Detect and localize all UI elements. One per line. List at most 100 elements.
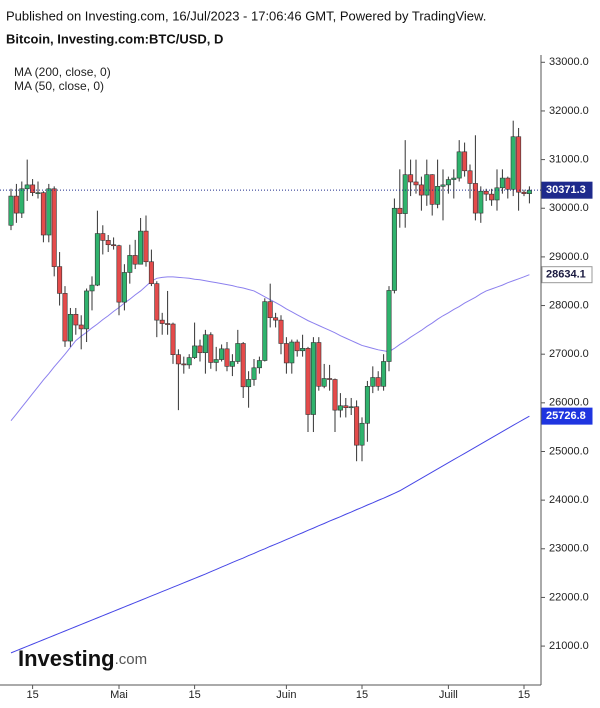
legend-entry: MA (50, close, 0) (14, 79, 104, 93)
candle-body (413, 181, 419, 186)
candle-body (78, 324, 84, 330)
candle-body (273, 317, 279, 321)
y-tick-label: 28000.0 (549, 299, 589, 311)
candle-body (8, 195, 14, 226)
candle-body (192, 345, 198, 358)
candle-body (429, 174, 435, 205)
candle-body (300, 348, 306, 352)
candle-body (267, 301, 273, 319)
candle-body (148, 261, 154, 284)
candle-body (386, 290, 392, 362)
candle-body (499, 177, 505, 189)
candle-body (62, 293, 68, 342)
candle-body (451, 177, 457, 180)
candle-body (445, 179, 451, 186)
candle-body (294, 341, 300, 352)
x-tick-label: Juin (276, 689, 296, 701)
candle-body (116, 245, 122, 303)
candle-body (321, 378, 327, 387)
candle-body (127, 255, 133, 273)
candle-body (364, 385, 370, 424)
candle-body (89, 284, 95, 292)
ma-last-value-box (541, 266, 593, 284)
candle-body (35, 192, 41, 194)
candle-body (256, 360, 262, 369)
candle-body (316, 342, 322, 387)
candle-body (19, 188, 25, 214)
candle-body (278, 319, 284, 344)
candle-body (305, 348, 311, 415)
candle-body (57, 266, 63, 294)
y-tick-label: 27000.0 (549, 348, 589, 360)
y-tick-label: 26000.0 (549, 397, 589, 409)
candle-body (13, 195, 19, 214)
candle-body (402, 174, 408, 214)
candle-body (235, 343, 241, 362)
y-tick-label: 31000.0 (549, 154, 589, 166)
candle-body (202, 334, 208, 354)
candle-body (67, 313, 73, 342)
candle-body (154, 283, 160, 321)
candle-body (391, 207, 397, 291)
candle-body (251, 367, 257, 380)
candle-body (359, 422, 365, 446)
candle-body (408, 174, 414, 183)
candle-body (327, 378, 333, 380)
candle-body (219, 348, 225, 360)
y-tick-label: 33000.0 (549, 56, 589, 68)
logo-suffix: .com (115, 651, 148, 668)
candle-body (229, 361, 235, 367)
candle-body (138, 230, 144, 265)
candle-body (175, 354, 181, 365)
candle-body (462, 151, 468, 172)
y-tick-label: 23000.0 (549, 543, 589, 555)
ma-last-value-box (541, 407, 593, 425)
candle-body (100, 233, 106, 241)
candle-body (435, 186, 441, 205)
source-line: Published on Investing.com, 16/Jul/2023 … (6, 8, 486, 23)
candle-body (467, 170, 473, 184)
candle-body (197, 345, 203, 354)
ma-last-value: 25726.8 (546, 410, 586, 422)
y-tick-label: 25000.0 (549, 445, 589, 457)
candle-body (111, 244, 117, 247)
candle-body (24, 184, 30, 190)
candle-body (246, 379, 252, 388)
candle-body (370, 377, 376, 387)
y-tick-label: 29000.0 (549, 251, 589, 263)
candle-body (354, 406, 360, 446)
candle-body (170, 323, 176, 355)
candle-body (289, 341, 295, 364)
candle-body (337, 405, 343, 411)
candle-body (489, 193, 495, 201)
candle-body (310, 342, 316, 415)
candle-body (181, 363, 187, 366)
candle-body (186, 357, 192, 366)
y-tick-label: 30000.0 (549, 202, 589, 214)
candle-body (224, 348, 230, 367)
y-tick-label: 21000.0 (549, 640, 589, 652)
candle-body (332, 379, 338, 411)
x-tick-label: 15 (518, 689, 530, 701)
candle-body (30, 184, 36, 193)
candle-body (483, 190, 489, 195)
candle-body (478, 190, 484, 214)
logo-name: Investing (18, 646, 115, 671)
x-tick-label: Mai (110, 689, 128, 701)
candle-body (516, 136, 522, 193)
candle-body (397, 207, 403, 214)
x-tick-label: 15 (188, 689, 200, 701)
candle-body (505, 177, 511, 190)
candle-body (510, 136, 516, 190)
candles (8, 120, 532, 462)
y-tick-label: 22000.0 (549, 591, 589, 603)
candle-body (208, 334, 214, 363)
candle-body (262, 301, 268, 361)
candle-body (283, 343, 289, 364)
candle-body (84, 290, 90, 330)
chart-title: Bitcoin, Investing.com:BTC/USD, D (6, 31, 223, 46)
candle-body (424, 174, 430, 196)
x-tick-label: 15 (26, 689, 38, 701)
